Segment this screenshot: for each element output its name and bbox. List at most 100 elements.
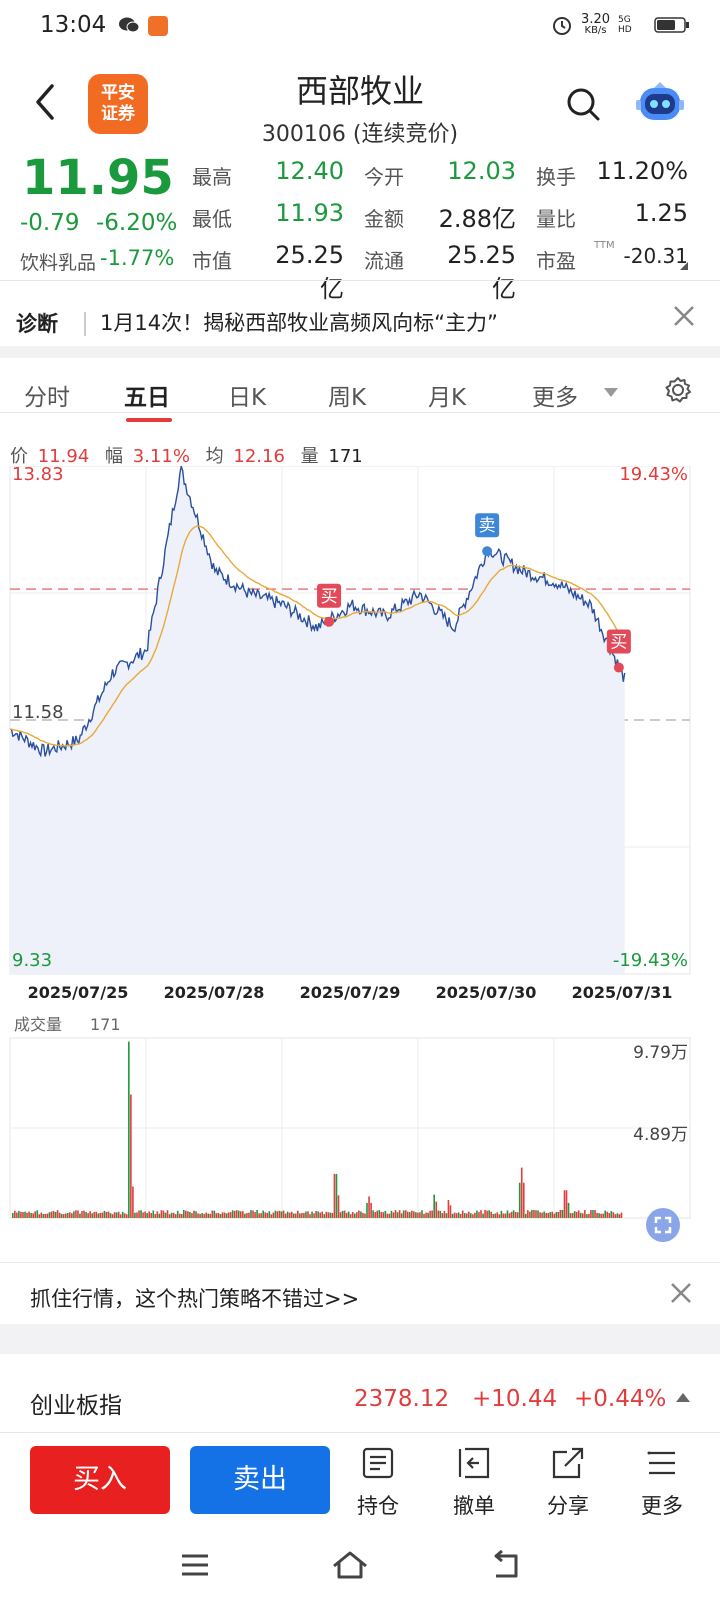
volume-bar (66, 1213, 69, 1218)
volume-bar (85, 1211, 87, 1218)
volume-bar (113, 1212, 116, 1218)
volume-bar (433, 1194, 435, 1218)
volume-bar (457, 1212, 460, 1218)
share-label: 分享 (547, 1494, 589, 1518)
volume-bar (140, 1210, 142, 1218)
volume-bar (138, 1210, 140, 1218)
volume-bar (553, 1213, 556, 1218)
expand-corner-icon[interactable] (680, 262, 688, 270)
volume-bar (14, 1210, 16, 1218)
holdings-button[interactable]: 持仓 (338, 1446, 418, 1520)
volume-bar (185, 1210, 187, 1218)
back-icon[interactable] (30, 82, 60, 122)
volume-info-label: 量 (300, 446, 319, 467)
volume-label: 成交量 (14, 1015, 62, 1034)
volume-bar (303, 1212, 305, 1218)
close-diagnosis-icon[interactable] (672, 304, 696, 328)
volume-bar (437, 1210, 440, 1218)
x-axis-date-label: 2025/07/30 (436, 983, 537, 1002)
volume-bar (183, 1209, 185, 1218)
index-bar[interactable] (0, 1354, 720, 1434)
volume-bar (237, 1210, 240, 1218)
volume-bar (150, 1212, 153, 1218)
tab-five-day[interactable]: 五日 (124, 385, 170, 411)
price-change: -0.79 (20, 210, 80, 236)
home-icon[interactable] (330, 1548, 370, 1582)
more-dropdown-icon[interactable] (604, 388, 618, 397)
volume-bar (402, 1210, 405, 1218)
robot-assistant-icon[interactable] (634, 80, 686, 126)
volume-bar (555, 1211, 558, 1218)
volume-bar (449, 1205, 452, 1218)
tab-intraday[interactable]: 分时 (24, 385, 70, 411)
tab-daily-k[interactable]: 日K (228, 385, 267, 411)
volume-bar (305, 1211, 307, 1218)
close-banner-icon[interactable] (670, 1282, 692, 1304)
volume-bar (205, 1212, 207, 1218)
holdings-icon (362, 1447, 394, 1479)
five-day-chart[interactable]: 买 卖买 13.83 11.58 9.33 19.43% -19.43% 2025/07/25… (0, 466, 720, 1246)
volume-bar (97, 1213, 100, 1218)
volume-bar (565, 1190, 568, 1218)
back-nav-icon[interactable] (488, 1548, 524, 1582)
volume-bar (170, 1212, 173, 1218)
volume-bar (20, 1211, 22, 1218)
volume-bar (158, 1213, 161, 1218)
volume-bar (577, 1210, 580, 1218)
volume-bar (48, 1212, 51, 1218)
holdings-label: 持仓 (357, 1494, 399, 1518)
buy-button[interactable]: 买入 (30, 1446, 170, 1514)
volume-bar (16, 1212, 18, 1218)
amplitude-label: 幅 (105, 446, 123, 467)
tab-more[interactable]: 更多 (532, 385, 578, 411)
volume-bar (386, 1213, 389, 1218)
volume-bar (364, 1213, 366, 1218)
more-actions-button[interactable]: 更多 (622, 1446, 702, 1520)
search-icon[interactable] (565, 86, 601, 122)
gear-icon[interactable] (664, 376, 692, 404)
volume-bar (130, 1094, 132, 1218)
volume-bar (394, 1210, 397, 1218)
volume-bar (211, 1210, 214, 1218)
volume-bar (498, 1214, 501, 1218)
quote-value: 1.25 (634, 199, 688, 227)
volume-bar (396, 1212, 399, 1218)
volume-bar (441, 1213, 444, 1218)
volume-bar (264, 1212, 267, 1218)
marker-badge (606, 629, 631, 654)
volume-bar (126, 1214, 128, 1218)
cancel-order-label: 撤单 (453, 1494, 495, 1518)
strategy-banner[interactable]: 抓住行情，这个热门策略不错过>> (30, 1287, 360, 1311)
buy-marker: 买 (606, 629, 631, 673)
volume-bar (545, 1212, 547, 1218)
volume-bar (123, 1213, 126, 1218)
tab-monthly-k[interactable]: 月K (428, 385, 467, 411)
cancel-order-button[interactable]: 撤单 (434, 1446, 514, 1520)
divider (0, 1432, 720, 1433)
volume-bar (213, 1210, 216, 1218)
index-name: 创业板指 (30, 1393, 122, 1419)
expand-up-icon[interactable] (676, 1393, 690, 1402)
volume-bar (146, 1213, 148, 1218)
diagnosis-text[interactable]: 1月14次！揭秘西部牧业高频风向标“主力” (100, 311, 498, 335)
volume-bar (42, 1213, 45, 1218)
volume-bar (89, 1211, 91, 1218)
share-button[interactable]: 分享 (528, 1446, 608, 1520)
volume-bar (427, 1212, 429, 1218)
volume-bar (321, 1211, 324, 1218)
sell-button[interactable]: 卖出 (190, 1446, 330, 1514)
quote-value: 12.40 (275, 157, 344, 185)
recent-apps-icon[interactable] (178, 1548, 212, 1582)
fullscreen-button[interactable] (646, 1208, 680, 1242)
volume-bar (69, 1212, 71, 1218)
index-value: 2378.12 (354, 1386, 450, 1412)
quote-label: 市盈 (536, 249, 576, 273)
volume-bar (594, 1210, 596, 1218)
volume-bar (26, 1212, 28, 1218)
tab-weekly-k[interactable]: 周K (328, 385, 367, 411)
volume-bar (392, 1212, 395, 1218)
net-speed-unit: KB/s (584, 25, 607, 36)
volume-bar (612, 1212, 615, 1218)
volume-bar (252, 1210, 254, 1218)
volume-bar (329, 1212, 332, 1218)
